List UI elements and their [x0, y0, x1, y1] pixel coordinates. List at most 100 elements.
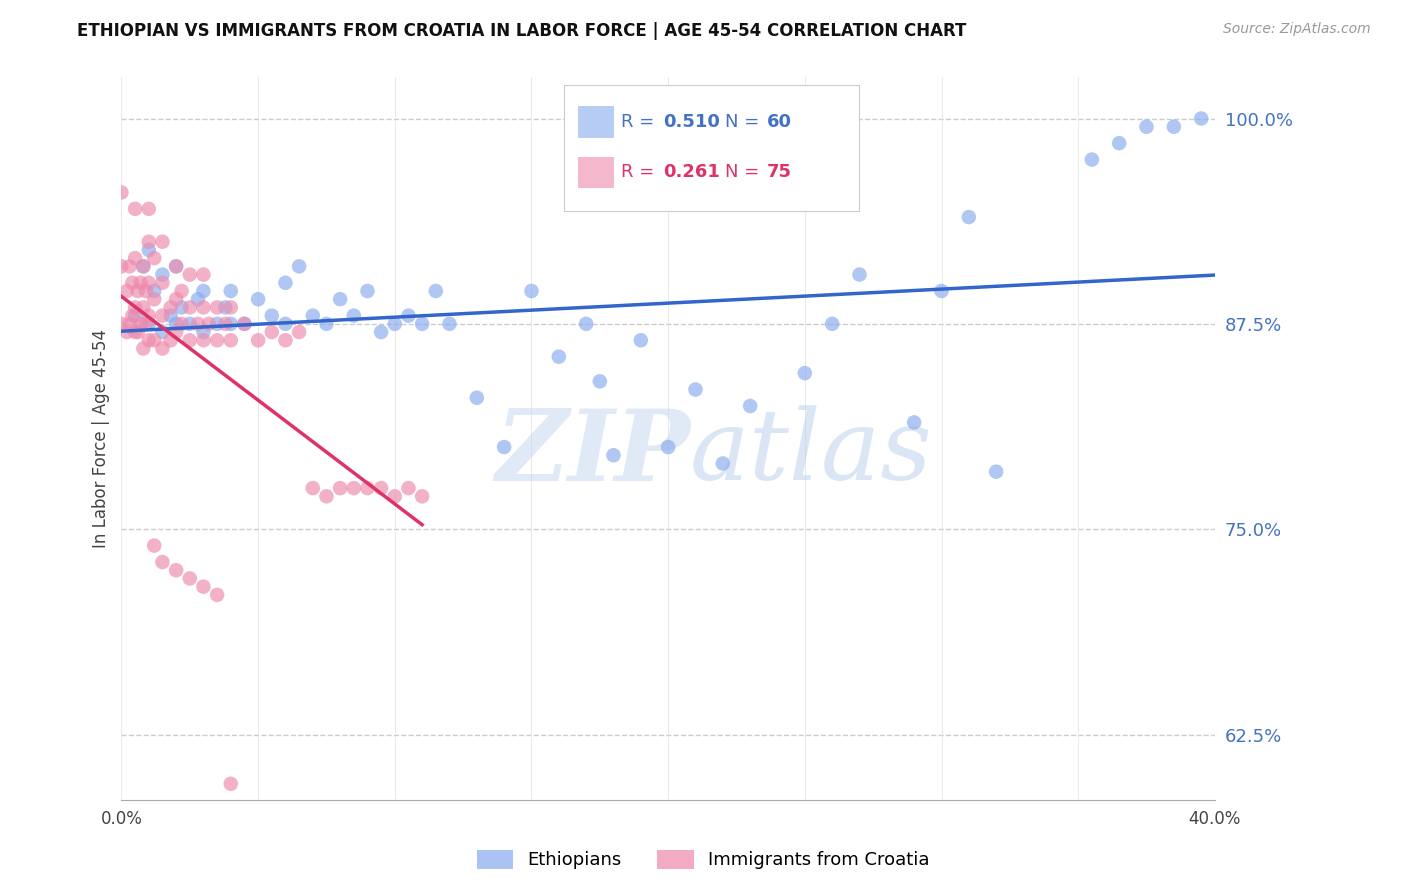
Y-axis label: In Labor Force | Age 45-54: In Labor Force | Age 45-54	[93, 329, 110, 549]
Text: 0.261: 0.261	[662, 163, 720, 181]
Point	[165, 292, 187, 306]
Point	[118, 317, 141, 331]
Point	[135, 317, 157, 331]
Point	[343, 309, 366, 323]
Point	[219, 284, 242, 298]
Point	[124, 309, 146, 323]
Point	[159, 301, 181, 315]
Point	[370, 481, 392, 495]
Point	[260, 309, 283, 323]
Point	[1081, 153, 1104, 167]
Point	[132, 260, 155, 274]
Point	[170, 284, 193, 298]
Point	[179, 268, 201, 282]
Point	[138, 276, 160, 290]
Point	[205, 301, 228, 315]
Point	[127, 284, 149, 298]
Point	[187, 292, 209, 306]
Point	[110, 186, 132, 200]
Point	[315, 317, 337, 331]
Point	[132, 301, 155, 315]
Point	[165, 260, 187, 274]
Point	[589, 375, 612, 389]
Point	[129, 317, 152, 331]
Point	[219, 301, 242, 315]
Text: Source: ZipAtlas.com: Source: ZipAtlas.com	[1223, 22, 1371, 37]
Point	[143, 333, 166, 347]
Point	[179, 301, 201, 315]
Point	[1163, 120, 1185, 134]
Point	[233, 317, 256, 331]
Point	[219, 777, 242, 791]
Point	[575, 317, 598, 331]
Point	[711, 457, 734, 471]
Point	[193, 301, 215, 315]
Point	[630, 333, 652, 347]
Point	[198, 317, 221, 331]
Point	[205, 317, 228, 331]
Point	[356, 284, 378, 298]
Point	[143, 292, 166, 306]
Point	[152, 268, 174, 282]
Point	[115, 325, 138, 339]
Point	[193, 325, 215, 339]
Point	[301, 481, 323, 495]
Point	[152, 342, 174, 356]
Point	[121, 276, 143, 290]
Point	[398, 309, 420, 323]
Point	[124, 202, 146, 216]
Point	[411, 317, 433, 331]
Point	[159, 309, 181, 323]
Point	[274, 333, 297, 347]
Point	[138, 202, 160, 216]
Point	[159, 333, 181, 347]
Point	[143, 284, 166, 298]
Point	[138, 309, 160, 323]
Point	[411, 489, 433, 503]
Point	[288, 260, 311, 274]
Point	[165, 563, 187, 577]
Point	[152, 325, 174, 339]
Point	[152, 235, 174, 249]
Text: N =: N =	[725, 112, 765, 130]
Point	[110, 260, 132, 274]
Point	[152, 309, 174, 323]
Point	[205, 333, 228, 347]
Point	[170, 317, 193, 331]
Point	[465, 391, 488, 405]
Point	[214, 317, 236, 331]
Point	[547, 350, 569, 364]
Text: 60: 60	[766, 112, 792, 130]
Point	[439, 317, 461, 331]
Point	[793, 366, 815, 380]
Point	[288, 325, 311, 339]
Point	[138, 243, 160, 257]
Point	[179, 317, 201, 331]
Point	[848, 268, 870, 282]
Point	[343, 481, 366, 495]
Point	[740, 399, 762, 413]
Point	[135, 284, 157, 298]
Point	[1135, 120, 1157, 134]
Point	[931, 284, 953, 298]
Point	[152, 276, 174, 290]
Point	[657, 440, 679, 454]
Point	[356, 481, 378, 495]
Point	[138, 317, 160, 331]
Point	[193, 268, 215, 282]
Point	[127, 325, 149, 339]
Point	[301, 309, 323, 323]
Point	[138, 235, 160, 249]
Point	[143, 539, 166, 553]
Point	[179, 571, 201, 585]
Point	[398, 481, 420, 495]
Text: N =: N =	[725, 163, 765, 181]
Point	[132, 342, 155, 356]
Point	[219, 317, 242, 331]
Text: atlas: atlas	[690, 406, 932, 501]
Point	[138, 333, 160, 347]
Text: ETHIOPIAN VS IMMIGRANTS FROM CROATIA IN LABOR FORCE | AGE 45-54 CORRELATION CHAR: ETHIOPIAN VS IMMIGRANTS FROM CROATIA IN …	[77, 22, 967, 40]
Point	[152, 555, 174, 569]
Point	[110, 317, 132, 331]
Point	[315, 489, 337, 503]
